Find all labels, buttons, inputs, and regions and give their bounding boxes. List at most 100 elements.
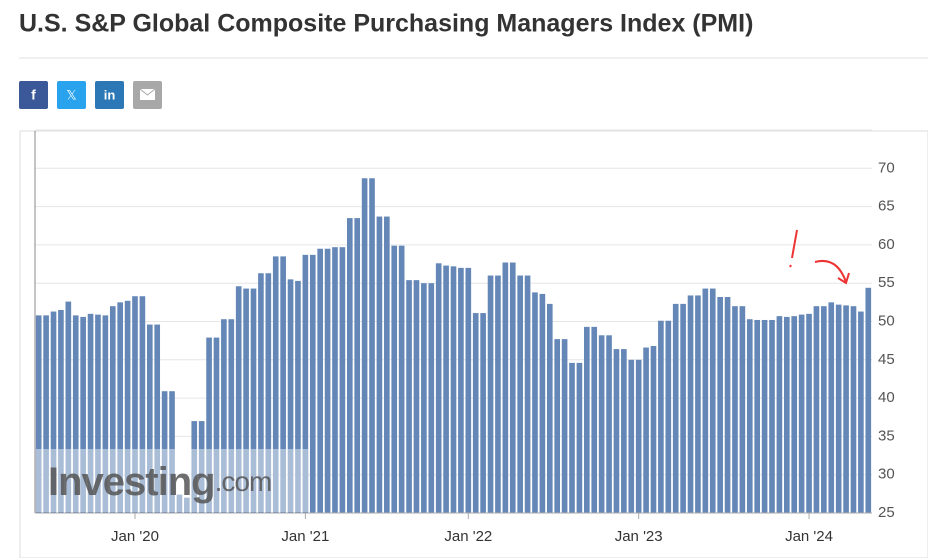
bar (428, 283, 435, 513)
bar (813, 306, 820, 513)
bar (161, 391, 168, 513)
bar (384, 216, 390, 514)
bar (865, 287, 872, 513)
bar (117, 302, 123, 513)
bar (732, 306, 738, 513)
bar (458, 267, 464, 513)
bar (680, 303, 686, 513)
bar (546, 303, 553, 513)
y-tick-label: 55 (878, 274, 895, 291)
bar (554, 339, 561, 513)
bar (258, 273, 264, 513)
bar (806, 313, 812, 513)
bar (302, 254, 309, 513)
bar (539, 293, 546, 513)
bar (495, 275, 501, 513)
bar (398, 245, 405, 513)
bar (221, 319, 227, 513)
bar (643, 347, 649, 513)
bar (406, 280, 412, 513)
bar (524, 275, 531, 513)
x-tick-label: Jan '22 (444, 528, 492, 545)
y-tick-label: 45 (878, 351, 895, 368)
bar (35, 315, 42, 513)
watermark-bg (36, 449, 308, 512)
bar (354, 218, 361, 513)
share-facebook[interactable]: f (19, 81, 48, 109)
bar (606, 335, 612, 513)
bar (176, 494, 183, 513)
y-tick-label: 65 (878, 198, 895, 215)
bar (65, 301, 72, 513)
share-label: f (31, 87, 36, 103)
bar (672, 303, 679, 513)
x-tick-label: Jan '23 (615, 528, 663, 545)
bar (169, 391, 175, 513)
bar (695, 295, 701, 513)
bar (843, 305, 849, 513)
watermark: Investing.com (48, 460, 271, 504)
bar (250, 288, 257, 513)
y-tick-label: 35 (878, 427, 895, 444)
x-tick-label: Jan '20 (111, 528, 159, 545)
bar (124, 300, 131, 513)
annotation-mark (789, 229, 798, 268)
bar (472, 313, 479, 513)
page-title: U.S. S&P Global Composite Purchasing Man… (19, 10, 753, 38)
bar (635, 359, 642, 513)
bar (746, 319, 753, 513)
bar (265, 273, 272, 513)
bar (95, 314, 101, 513)
bar (391, 245, 398, 513)
bar (309, 254, 316, 513)
bar (139, 296, 146, 513)
x-tick-label: Jan '24 (785, 528, 833, 545)
bar (821, 306, 827, 513)
bar (784, 316, 790, 513)
bar (361, 178, 368, 513)
bar (87, 313, 94, 513)
bar (80, 316, 86, 513)
bar (517, 275, 523, 513)
bar (724, 296, 731, 513)
bar (324, 248, 331, 514)
bar (443, 265, 449, 513)
y-tick-label: 30 (878, 466, 895, 483)
bar (184, 497, 190, 513)
y-tick-label: 40 (878, 389, 895, 406)
bar (58, 310, 64, 513)
bar (287, 279, 294, 513)
bar (317, 248, 323, 514)
y-tick-label: 50 (878, 312, 895, 329)
bar (791, 316, 798, 513)
bar (132, 296, 138, 513)
bar (146, 324, 153, 513)
share-linkedin[interactable]: in (95, 81, 124, 109)
bar (584, 326, 590, 513)
bar (776, 316, 783, 513)
bar (598, 335, 605, 513)
bar (850, 306, 857, 513)
bar (754, 319, 761, 513)
bar (828, 302, 835, 513)
bar (154, 324, 161, 513)
bar (272, 256, 279, 513)
bar (591, 326, 598, 513)
bar (576, 362, 583, 513)
bar (346, 218, 353, 513)
bar (228, 319, 235, 513)
bar (761, 319, 768, 513)
share-x[interactable]: 𝕏 (57, 81, 86, 109)
y-tick-label: 25 (878, 504, 895, 521)
bar (480, 313, 486, 513)
bar (102, 315, 109, 513)
bar (702, 288, 709, 513)
bar (709, 288, 716, 513)
y-tick-label: 60 (878, 236, 895, 253)
x-tick-label: Jan '21 (281, 528, 329, 545)
bar (628, 359, 635, 513)
watermark-text: Investing (48, 460, 215, 504)
share-email[interactable] (133, 81, 162, 109)
bar (858, 311, 864, 513)
